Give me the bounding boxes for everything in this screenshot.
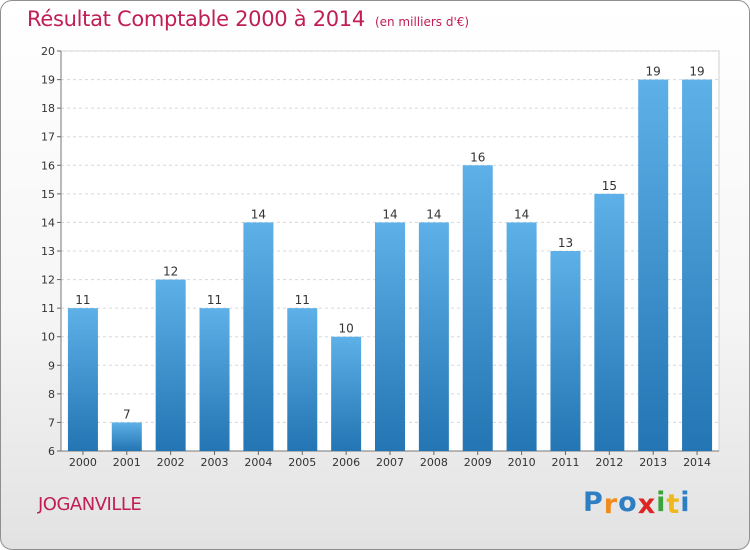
x-tick-label: 2014 xyxy=(683,456,711,469)
bar xyxy=(375,222,405,451)
data-label: 19 xyxy=(689,65,704,79)
x-tick-label: 2004 xyxy=(244,456,272,469)
bar xyxy=(638,79,669,452)
y-tick-label: 13 xyxy=(41,245,55,258)
logo-letter: P xyxy=(583,487,604,518)
chart-title: Résultat Comptable 2000 à 2014 (en millie… xyxy=(27,7,469,31)
y-tick-label: 20 xyxy=(41,45,55,58)
data-label: 14 xyxy=(426,207,441,221)
bar xyxy=(594,193,625,451)
logo-letter: x xyxy=(637,489,657,520)
bar xyxy=(199,308,230,451)
y-tick-label: 14 xyxy=(41,216,55,229)
logo-letter: t xyxy=(666,489,681,520)
x-tick-label: 2012 xyxy=(595,456,623,469)
y-tick-label: 7 xyxy=(48,416,55,429)
location-label: JOGANVILLE xyxy=(38,494,142,515)
logo-letter: r xyxy=(603,489,619,520)
bar xyxy=(682,79,713,452)
y-tick-label: 18 xyxy=(41,102,55,115)
chart-title-text: Résultat Comptable 2000 à 2014 xyxy=(27,7,365,31)
y-tick-label: 8 xyxy=(48,388,55,401)
y-tick-label: 16 xyxy=(41,159,55,172)
data-label: 14 xyxy=(514,207,529,221)
data-label: 10 xyxy=(338,322,353,336)
data-label: 12 xyxy=(163,265,178,279)
y-tick-label: 10 xyxy=(41,331,55,344)
data-label: 7 xyxy=(123,407,131,421)
bar xyxy=(418,222,449,451)
bar xyxy=(287,308,318,451)
chart-subtitle: (en milliers d'€) xyxy=(374,15,470,29)
x-tick-label: 2002 xyxy=(157,456,185,469)
x-tick-label: 2013 xyxy=(639,456,667,469)
data-label: 14 xyxy=(382,207,397,221)
x-tick-label: 2011 xyxy=(551,456,579,469)
logo-letter: i xyxy=(656,487,667,518)
data-label: 13 xyxy=(558,236,573,250)
x-tick-label: 2008 xyxy=(420,456,448,469)
x-tick-label: 2010 xyxy=(508,456,536,469)
bar xyxy=(550,251,581,451)
bar xyxy=(506,222,537,451)
data-label: 16 xyxy=(470,150,485,164)
bar xyxy=(155,279,186,451)
logo-letter: i xyxy=(680,487,691,518)
data-label: 15 xyxy=(602,179,617,193)
y-tick-label: 12 xyxy=(41,274,55,287)
bar xyxy=(462,165,493,452)
y-tick-label: 9 xyxy=(48,359,55,372)
y-tick-label: 11 xyxy=(41,302,55,315)
data-label: 14 xyxy=(251,207,266,221)
x-tick-label: 2003 xyxy=(201,456,229,469)
x-tick-label: 2006 xyxy=(332,456,360,469)
x-tick-label: 2000 xyxy=(69,456,97,469)
data-label: 11 xyxy=(75,293,90,307)
bar xyxy=(331,336,362,451)
x-tick-label: 2009 xyxy=(464,456,492,469)
proxiti-logo: Proxiti xyxy=(583,487,691,520)
x-tick-label: 2001 xyxy=(113,456,141,469)
bar xyxy=(111,422,142,451)
logo-letter: o xyxy=(618,487,638,518)
y-tick-label: 15 xyxy=(41,188,55,201)
data-label: 11 xyxy=(207,293,222,307)
y-tick-label: 6 xyxy=(48,445,55,458)
bar xyxy=(243,222,274,451)
x-tick-label: 2005 xyxy=(288,456,316,469)
bar xyxy=(67,308,98,451)
y-tick-label: 19 xyxy=(41,74,55,87)
y-tick-label: 17 xyxy=(41,131,55,144)
data-label: 11 xyxy=(295,293,310,307)
data-label: 19 xyxy=(646,65,661,79)
x-tick-label: 2007 xyxy=(376,456,404,469)
